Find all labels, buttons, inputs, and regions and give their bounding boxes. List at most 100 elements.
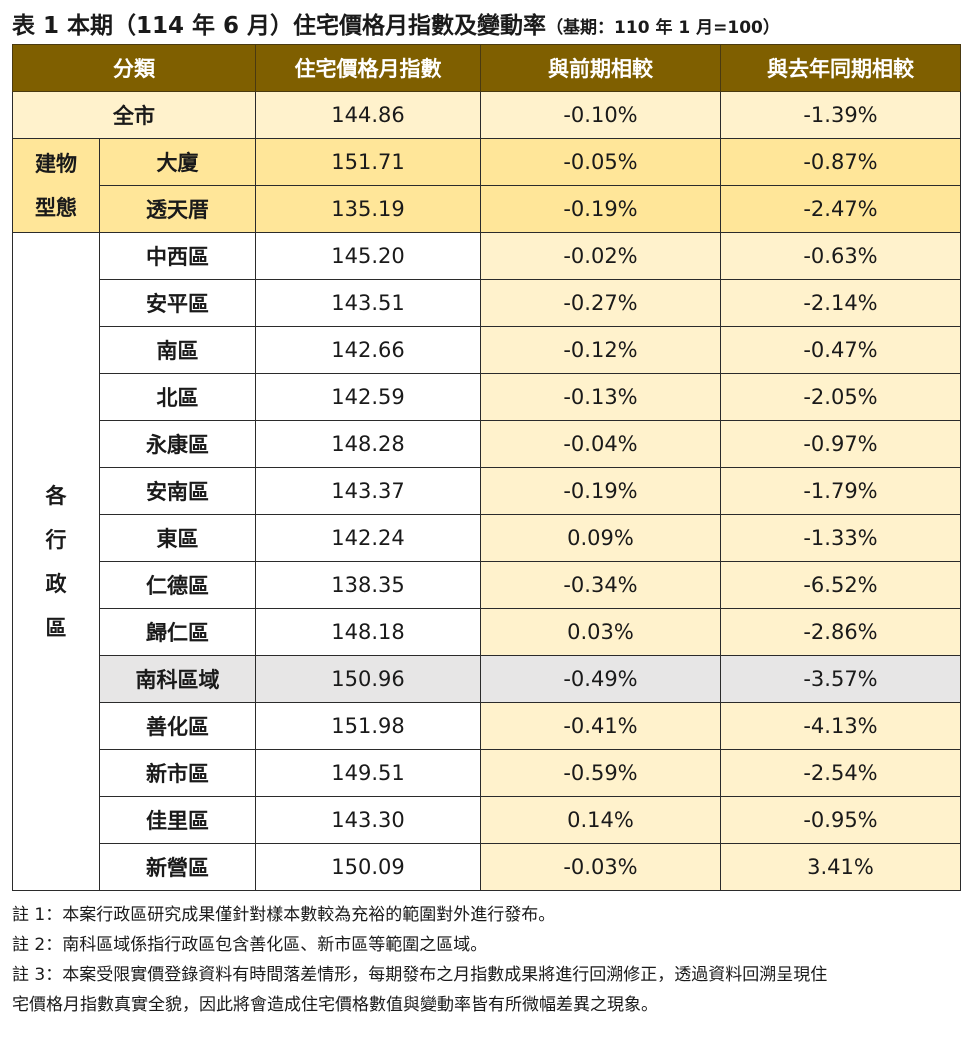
header-index: 住宅價格月指數 (255, 44, 481, 92)
footnote: 註 2：南科區域係指行政區包含善化區、新市區等範圍之區域。 (12, 935, 488, 955)
yoy-value: -0.87% (720, 138, 961, 186)
index-value: 148.28 (255, 420, 481, 468)
yoy-value: -2.54% (720, 749, 961, 797)
row-label: 新市區 (99, 749, 256, 797)
yoy-value: -2.47% (720, 185, 961, 233)
district-row: 各行政區中西區 145.20 -0.02% -0.63% (12, 232, 961, 891)
yoy-value: -2.05% (720, 373, 961, 421)
mom-value: -0.34% (480, 561, 721, 609)
row-label: 中西區 (99, 232, 256, 280)
header-row: 分類 住宅價格月指數 與前期相較 與去年同期相較 (12, 44, 961, 92)
district-row: 安平區 143.51 -0.27% -2.14% (13, 279, 961, 327)
mom-value: -0.41% (480, 702, 721, 750)
group-label-line: 型態 (35, 195, 77, 220)
row-label: 安平區 (99, 279, 256, 327)
table-title: 表 1 本期（114 年 6 月）住宅價格月指數及變動率（基期：110 年 1 … (12, 8, 780, 44)
index-value: 142.59 (255, 373, 481, 421)
building-type-row: 透天厝 135.19 -0.19% -2.47% (13, 185, 961, 233)
table-body: 分類 住宅價格月指數 與前期相較 與去年同期相較 全市 144.86 -0.10… (12, 44, 961, 891)
row-label: 歸仁區 (99, 608, 256, 656)
row-label: 善化區 (99, 702, 256, 750)
index-value: 143.37 (255, 467, 481, 515)
yoy-value: -2.14% (720, 279, 961, 327)
group-label-char: 各 (45, 483, 67, 508)
yoy-value: -1.79% (720, 467, 961, 515)
mom-value: -0.19% (480, 467, 721, 515)
district-row: 佳里區 143.30 0.14% -0.95% (13, 796, 961, 844)
district-group-label: 各行政區 (12, 232, 100, 891)
yoy-value: -0.95% (720, 796, 961, 844)
yoy-value: -3.57% (720, 655, 961, 703)
mom-value: -0.10% (480, 91, 721, 139)
district-row: 新市區 149.51 -0.59% -2.54% (13, 749, 961, 797)
yoy-value: -0.63% (720, 232, 961, 280)
mom-value: -0.19% (480, 185, 721, 233)
row-label: 大廈 (99, 138, 256, 186)
district-row: 仁德區 138.35 -0.34% -6.52% (13, 561, 961, 609)
yoy-value: 3.41% (720, 843, 961, 891)
district-row: 南區 142.66 -0.12% -0.47% (13, 326, 961, 374)
index-value: 142.24 (255, 514, 481, 562)
index-value: 143.30 (255, 796, 481, 844)
group-label-line: 建物 (35, 151, 77, 176)
header-mom: 與前期相較 (480, 44, 721, 92)
row-label: 佳里區 (99, 796, 256, 844)
district-row: 歸仁區 148.18 0.03% -2.86% (13, 608, 961, 656)
yoy-value: -1.39% (720, 91, 961, 139)
footnote: 宅價格月指數真實全貌，因此將會造成住宅價格數值與變動率皆有所微幅差異之現象。 (12, 995, 658, 1015)
header-yoy: 與去年同期相較 (720, 44, 961, 92)
index-value: 151.98 (255, 702, 481, 750)
index-value: 142.66 (255, 326, 481, 374)
footnote: 註 3：本案受限實價登錄資料有時間落差情形，每期發布之月指數成果將進行回溯修正，… (12, 965, 828, 985)
district-row: 東區 142.24 0.09% -1.33% (13, 514, 961, 562)
index-value: 148.18 (255, 608, 481, 656)
yoy-value: -4.13% (720, 702, 961, 750)
district-row: 新營區 150.09 -0.03% 3.41% (13, 843, 961, 891)
mom-value: -0.13% (480, 373, 721, 421)
row-label: 南區 (99, 326, 256, 374)
yoy-value: -6.52% (720, 561, 961, 609)
mom-value: 0.03% (480, 608, 721, 656)
index-value: 150.09 (255, 843, 481, 891)
district-row: 南科區域 150.96 -0.49% -3.57% (13, 655, 961, 703)
index-value: 145.20 (255, 232, 481, 280)
district-row: 永康區 148.28 -0.04% -0.97% (13, 420, 961, 468)
index-value: 151.71 (255, 138, 481, 186)
yoy-value: -1.33% (720, 514, 961, 562)
housing-price-index-table: 分類 住宅價格月指數 與前期相較 與去年同期相較 全市 144.86 -0.10… (12, 44, 961, 891)
row-label: 透天厝 (99, 185, 256, 233)
index-value: 144.86 (255, 91, 481, 139)
district-row: 善化區 151.98 -0.41% -4.13% (13, 702, 961, 750)
district-row: 安南區 143.37 -0.19% -1.79% (13, 467, 961, 515)
group-label-char: 政 (45, 571, 67, 596)
district-row: 北區 142.59 -0.13% -2.05% (13, 373, 961, 421)
row-label: 仁德區 (99, 561, 256, 609)
header-category: 分類 (12, 44, 256, 92)
mom-value: -0.59% (480, 749, 721, 797)
building-type-row: 建物 型態 大廈 151.71 -0.05% -0.87% (12, 138, 961, 233)
index-value: 138.35 (255, 561, 481, 609)
index-value: 143.51 (255, 279, 481, 327)
row-label: 全市 (12, 91, 256, 139)
footnote: 註 1：本案行政區研究成果僅針對樣本數較為充裕的範圍對外進行發布。 (12, 905, 556, 925)
summary-row-citywide: 全市 144.86 -0.10% -1.39% (12, 91, 961, 139)
mom-value: -0.12% (480, 326, 721, 374)
row-label: 永康區 (99, 420, 256, 468)
yoy-value: -2.86% (720, 608, 961, 656)
group-label-char: 行 (45, 527, 67, 552)
table-title-main: 表 1 本期（114 年 6 月）住宅價格月指數及變動率 (12, 13, 547, 39)
mom-value: 0.14% (480, 796, 721, 844)
footnotes: 註 1：本案行政區研究成果僅針對樣本數較為充裕的範圍對外進行發布。 註 2：南科… (12, 900, 962, 1020)
row-label: 東區 (99, 514, 256, 562)
mom-value: -0.02% (480, 232, 721, 280)
row-label: 北區 (99, 373, 256, 421)
mom-value: 0.09% (480, 514, 721, 562)
building-type-group-label: 建物 型態 (12, 138, 100, 233)
mom-value: -0.05% (480, 138, 721, 186)
index-value: 135.19 (255, 185, 481, 233)
yoy-value: -0.47% (720, 326, 961, 374)
group-label-char: 區 (45, 615, 67, 640)
mom-value: -0.04% (480, 420, 721, 468)
table-title-base-period: （基期：110 年 1 月=100） (546, 18, 780, 38)
row-label: 新營區 (99, 843, 256, 891)
